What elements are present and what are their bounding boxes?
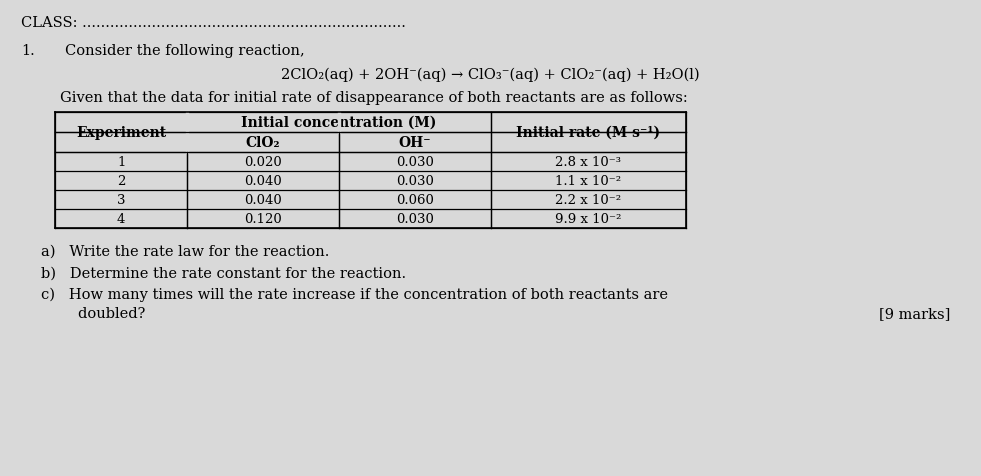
- Text: Initial concentration (M): Initial concentration (M): [241, 116, 437, 129]
- Text: 0.060: 0.060: [395, 193, 434, 206]
- Text: OH⁻: OH⁻: [398, 136, 431, 149]
- Text: 1: 1: [117, 155, 126, 169]
- Text: 2.8 x 10⁻³: 2.8 x 10⁻³: [555, 155, 621, 169]
- Text: 0.030: 0.030: [395, 212, 434, 225]
- Text: 3: 3: [117, 193, 126, 206]
- Text: a)   Write the rate law for the reaction.: a) Write the rate law for the reaction.: [40, 245, 329, 258]
- Text: 2.2 x 10⁻²: 2.2 x 10⁻²: [555, 193, 621, 206]
- Text: 0.030: 0.030: [395, 174, 434, 187]
- Text: 9.9 x 10⁻²: 9.9 x 10⁻²: [555, 212, 622, 225]
- Text: CLASS: ......................................................................: CLASS: .................................…: [21, 16, 406, 30]
- Text: Consider the following reaction,: Consider the following reaction,: [65, 44, 305, 58]
- Text: b)   Determine the rate constant for the reaction.: b) Determine the rate constant for the r…: [40, 266, 405, 280]
- Text: 4: 4: [117, 212, 126, 225]
- Text: c)   How many times will the rate increase if the concentration of both reactant: c) How many times will the rate increase…: [40, 287, 667, 302]
- Text: 0.020: 0.020: [244, 155, 282, 169]
- Text: 1.1 x 10⁻²: 1.1 x 10⁻²: [555, 174, 621, 187]
- Text: 0.040: 0.040: [244, 174, 282, 187]
- Text: 0.040: 0.040: [244, 193, 282, 206]
- Text: 2ClO₂(aq) + 2OH⁻(aq) → ClO₃⁻(aq) + ClO₂⁻(aq) + H₂O(l): 2ClO₂(aq) + 2OH⁻(aq) → ClO₃⁻(aq) + ClO₂⁻…: [282, 68, 699, 82]
- Text: 0.120: 0.120: [244, 212, 282, 225]
- Text: ClO₂: ClO₂: [246, 136, 281, 149]
- Text: Experiment: Experiment: [77, 126, 167, 139]
- Text: Initial rate (M s⁻¹): Initial rate (M s⁻¹): [516, 126, 660, 139]
- Text: 1.: 1.: [21, 44, 34, 58]
- Text: 2: 2: [117, 174, 126, 187]
- Text: 0.030: 0.030: [395, 155, 434, 169]
- Text: doubled?: doubled?: [40, 306, 145, 320]
- Text: [9 marks]: [9 marks]: [879, 306, 951, 320]
- Text: Given that the data for initial rate of disappearance of both reactants are as f: Given that the data for initial rate of …: [60, 91, 688, 105]
